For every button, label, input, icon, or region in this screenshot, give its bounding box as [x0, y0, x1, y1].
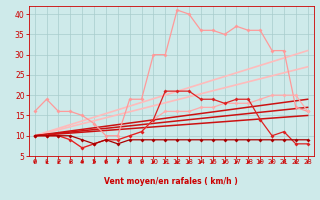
- X-axis label: Vent moyen/en rafales ( km/h ): Vent moyen/en rafales ( km/h ): [104, 177, 238, 186]
